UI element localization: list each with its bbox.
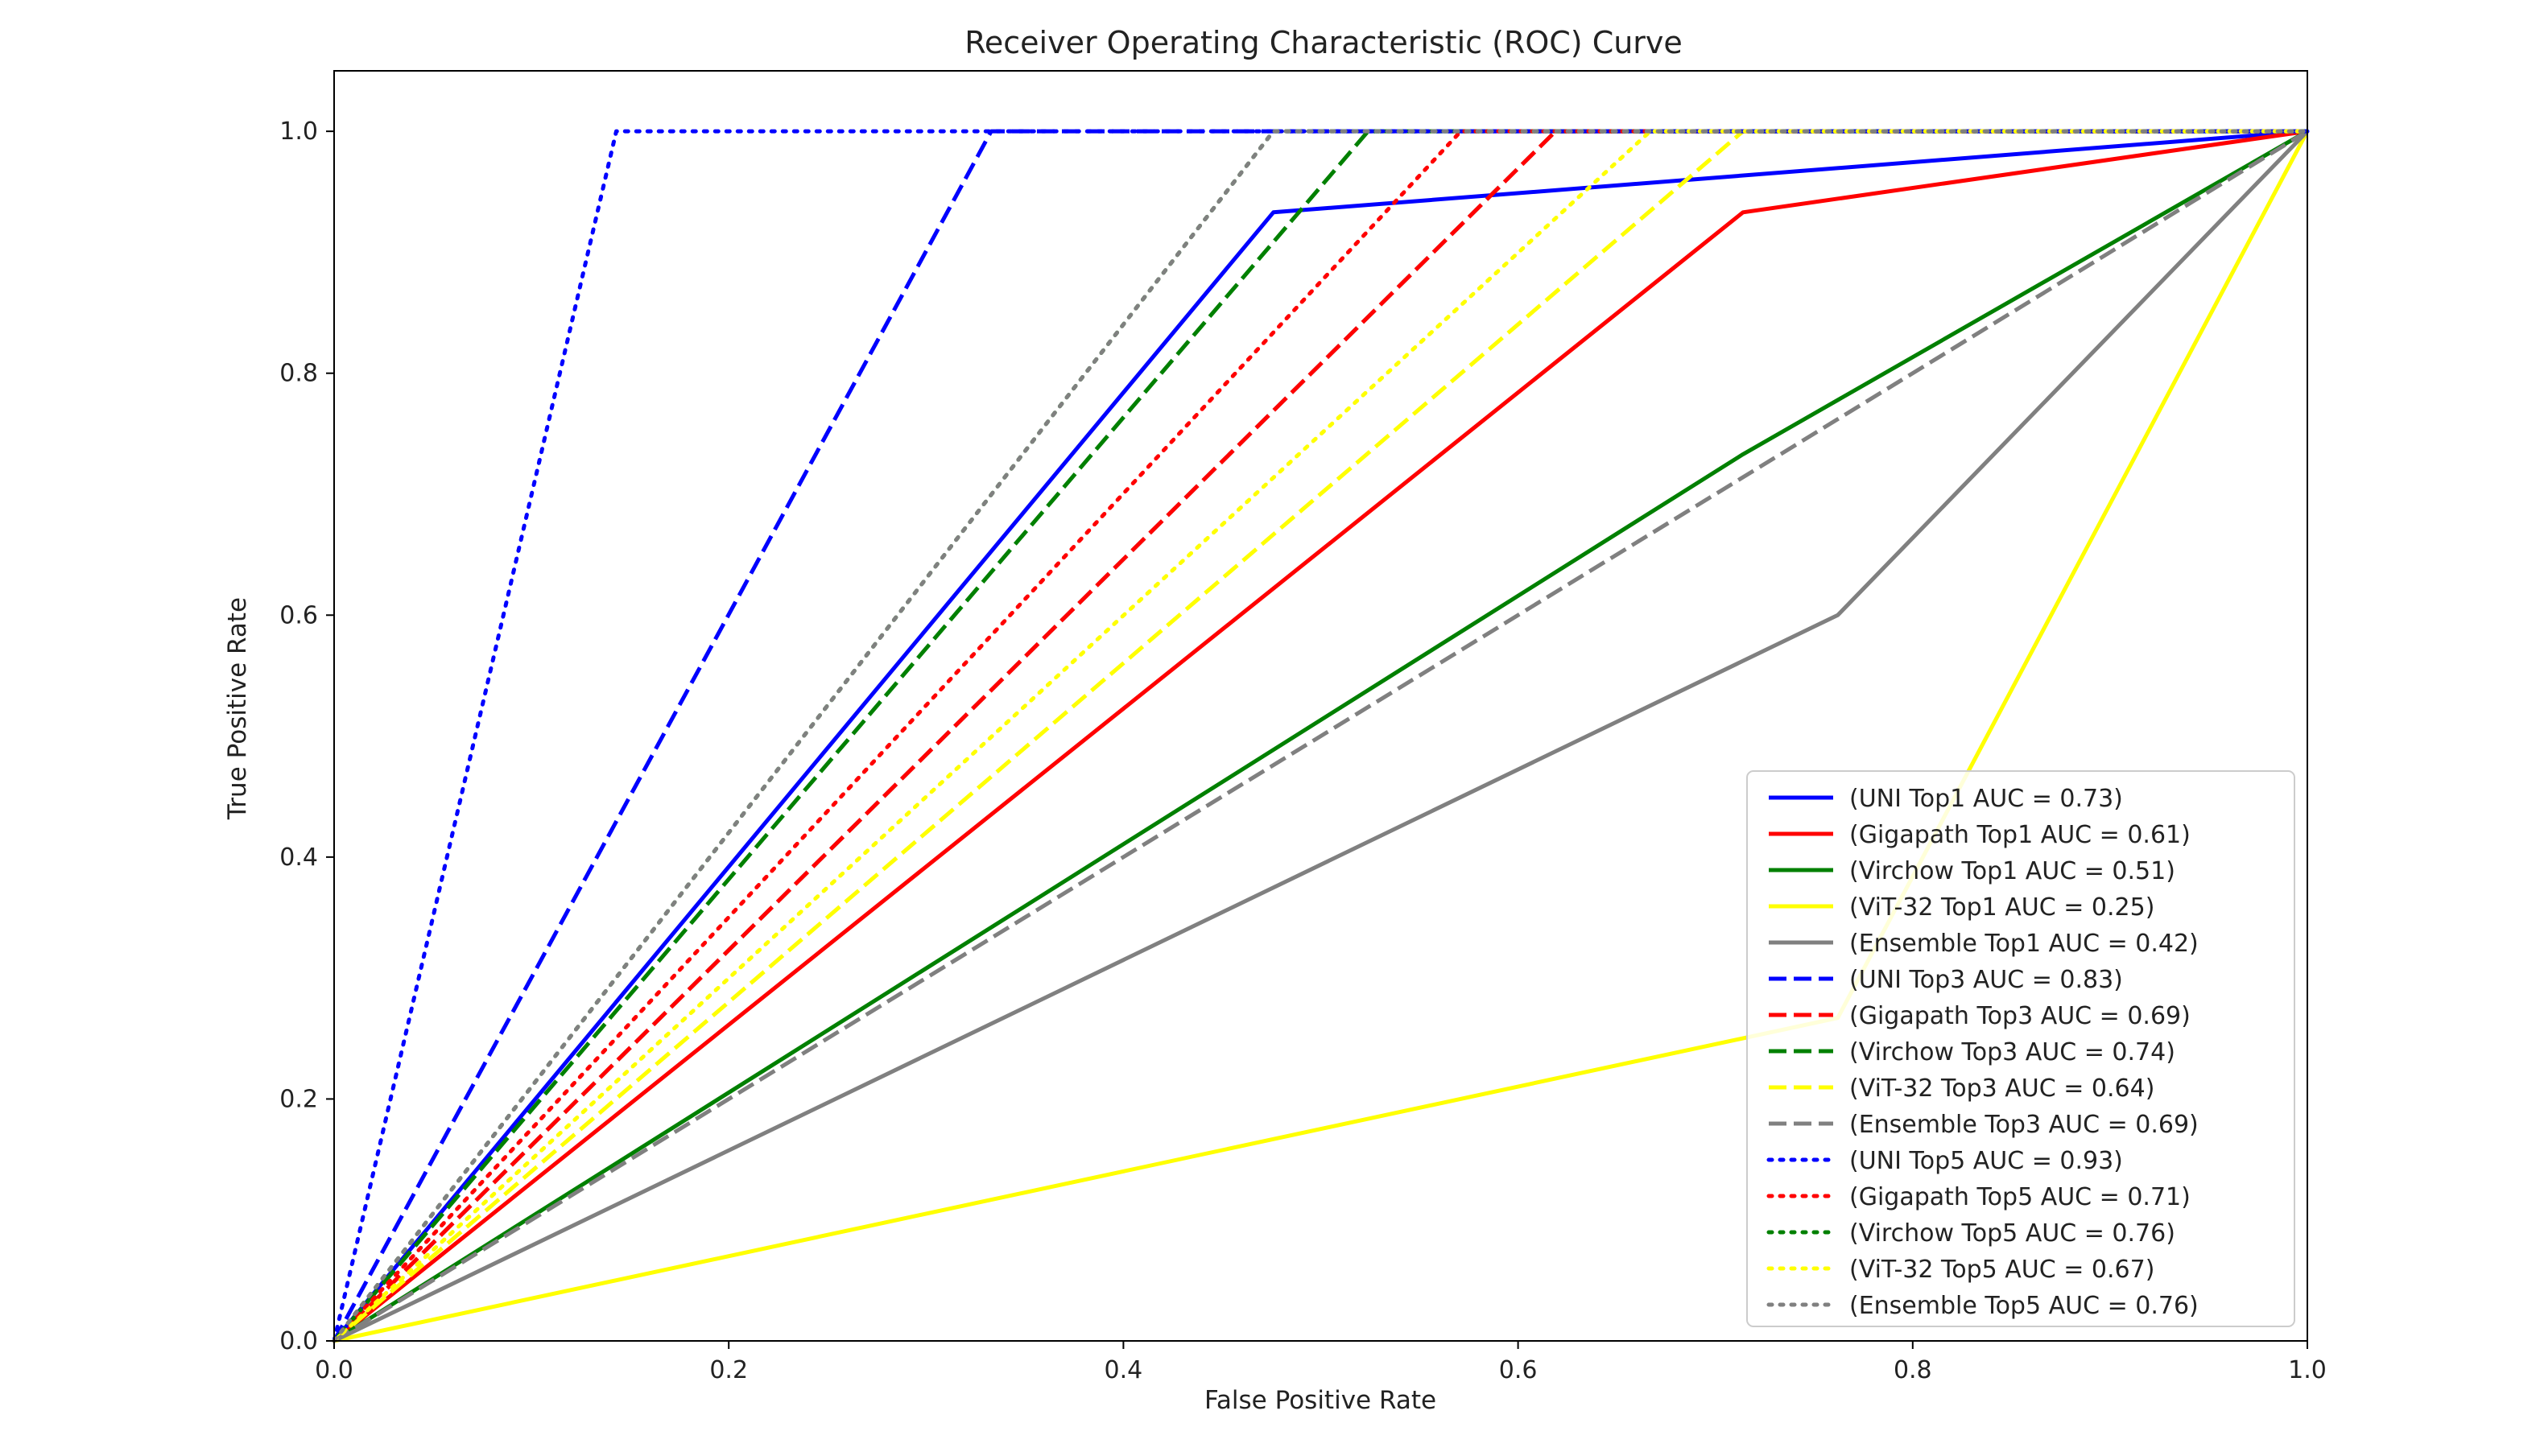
legend-label: (Gigapath Top1 AUC = 0.61) [1849,821,2191,849]
x-tick-label: 0.8 [1894,1356,1932,1384]
x-axis-ticks: 0.0 0.2 0.4 0.6 0.8 1.0 [315,1341,2327,1384]
legend-label: (Virchow Top5 AUC = 0.76) [1849,1219,2175,1248]
legend-box [1746,770,2295,1327]
y-tick-label: 0.2 [279,1085,318,1113]
y-tick-label: 0.6 [279,601,318,629]
series-line-ensemble-top3 [332,129,2309,1343]
legend-label: (Gigapath Top5 AUC = 0.71) [1849,1183,2191,1211]
y-tick-label: 0.4 [279,843,318,872]
y-axis-label: True Positive Rate [223,597,252,820]
x-tick-label: 0.2 [709,1356,748,1384]
y-tick-label: 0.8 [279,360,318,388]
y-tick-label: 0.0 [279,1327,318,1355]
legend-label: (UNI Top1 AUC = 0.73) [1849,785,2123,813]
legend-label: (UNI Top5 AUC = 0.93) [1849,1147,2123,1175]
legend-label: (ViT-32 Top1 AUC = 0.25) [1849,893,2154,922]
x-tick-label: 0.0 [315,1356,353,1384]
y-tick-label: 1.0 [279,118,318,146]
legend-label: (Ensemble Top1 AUC = 0.42) [1849,930,2199,958]
x-tick-label: 0.6 [1499,1356,1538,1384]
series-line-virchow-top3 [332,129,2307,1343]
legend-label: (UNI Top3 AUC = 0.83) [1849,966,2123,994]
series-line-gigapath-top1 [332,129,2308,1343]
plot-lines [332,129,2310,1343]
x-axis-label: False Positive Rate [1204,1386,1436,1415]
plot-frame [333,70,2308,1342]
x-tick-label: 1.0 [2288,1356,2327,1384]
series-line-gigapath-top5 [332,129,2310,1343]
series-line-uni-top1 [332,129,2308,1343]
legend: (UNI Top1 AUC = 0.73) (Gigapath Top1 AUC … [1746,770,2295,1327]
legend-label: (Ensemble Top5 AUC = 0.76) [1849,1292,2199,1320]
legend-label: (Ensemble Top3 AUC = 0.69) [1849,1111,2199,1139]
series-line-ensemble-top5 [332,129,2310,1343]
chart-title: Receiver Operating Characteristic (ROC) … [964,25,1683,60]
legend-label: (Virchow Top3 AUC = 0.74) [1849,1038,2175,1066]
legend-label: (ViT-32 Top3 AUC = 0.64) [1849,1074,2154,1103]
series-line-vit-32-top5 [332,129,2310,1343]
legend-label: (Gigapath Top3 AUC = 0.69) [1849,1002,2191,1030]
series-line-virchow-top1 [332,129,2309,1343]
y-axis-ticks: 0.0 0.2 0.4 0.6 0.8 1.0 [279,118,334,1355]
legend-label: (Virchow Top1 AUC = 0.51) [1849,857,2175,885]
x-tick-label: 0.4 [1105,1356,1143,1384]
series-line-ensemble-top1 [332,130,2309,1343]
legend-label: (ViT-32 Top5 AUC = 0.67) [1849,1256,2154,1284]
